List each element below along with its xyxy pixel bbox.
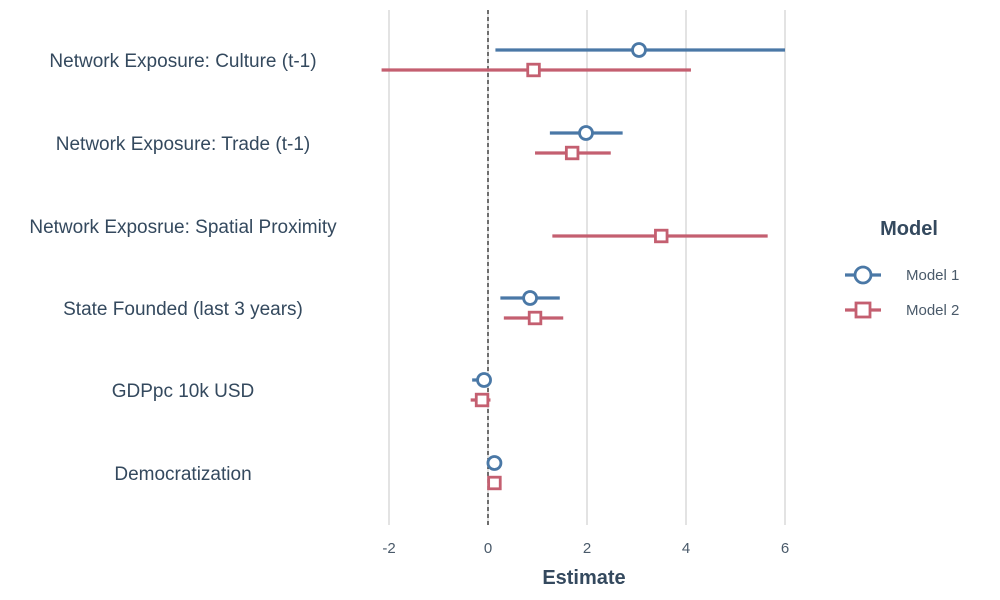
row-labels: Network Exposure: Culture (t-1) Network E… <box>29 51 337 485</box>
row-label: GDPpc 10k USD <box>112 381 255 402</box>
legend: Model Model 1 Model 2 <box>845 218 959 319</box>
point-estimate-square <box>527 310 543 326</box>
legend-item-1: Model 1 <box>845 265 959 285</box>
row-label: Network Exposrue: Spatial Proximity <box>29 217 337 238</box>
legend-item-2: Model 2 <box>845 301 959 319</box>
legend-label: Model 1 <box>906 267 959 284</box>
x-tick-label: 6 <box>781 540 789 557</box>
x-tick-label: -2 <box>382 540 395 557</box>
point-estimate-circle <box>631 42 647 58</box>
point-estimate-circle <box>578 125 594 141</box>
point-estimate-square <box>526 62 541 78</box>
point-estimate-square <box>487 475 502 491</box>
point-estimate-square <box>474 392 490 408</box>
legend-items: Model 1 Model 2 <box>845 265 959 319</box>
row-label: Democratization <box>114 464 251 485</box>
point-estimate-circle <box>476 372 492 388</box>
row-label: Network Exposure: Trade (t-1) <box>56 134 310 155</box>
legend-label: Model 2 <box>906 302 959 319</box>
x-axis-title: Estimate <box>542 567 625 589</box>
legend-title: Model <box>880 218 938 240</box>
legend-square-marker <box>854 301 872 319</box>
point-estimate-square <box>654 228 669 244</box>
point-estimate-circle <box>486 455 503 471</box>
x-tick-labels: -2 0 2 4 6 <box>382 540 789 557</box>
x-tick-label: 0 <box>484 540 492 557</box>
point-estimate-square <box>564 145 580 161</box>
x-tick-label: 2 <box>583 540 591 557</box>
series-2 <box>381 62 768 491</box>
point-estimate-circle <box>522 290 538 306</box>
series-1 <box>472 42 785 471</box>
x-tick-label: 4 <box>682 540 690 557</box>
grid-layer <box>388 10 786 525</box>
legend-circle-marker <box>853 265 873 285</box>
row-label: State Founded (last 3 years) <box>63 299 303 320</box>
row-label: Network Exposure: Culture (t-1) <box>49 51 316 72</box>
series-layer <box>381 42 785 491</box>
